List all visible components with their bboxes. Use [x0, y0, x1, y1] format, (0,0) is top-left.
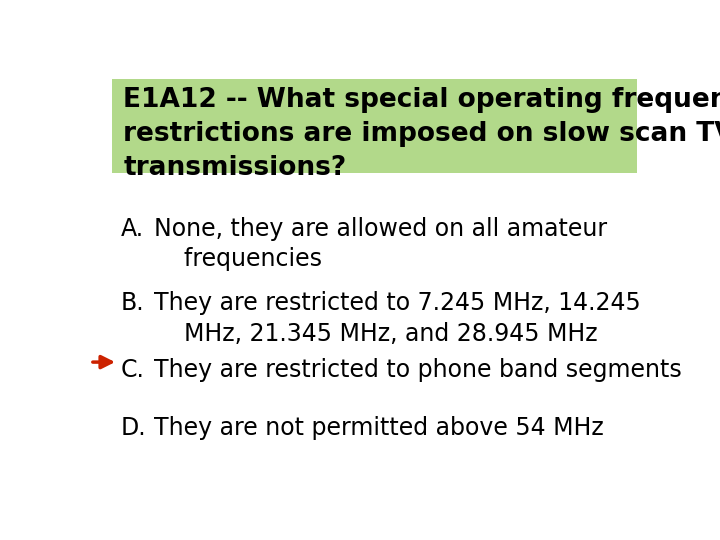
- Text: They are not permitted above 54 MHz: They are not permitted above 54 MHz: [154, 416, 604, 440]
- Text: B.: B.: [121, 292, 144, 315]
- Text: They are restricted to phone band segments: They are restricted to phone band segmen…: [154, 358, 682, 382]
- FancyBboxPatch shape: [112, 79, 637, 173]
- Text: D.: D.: [121, 416, 146, 440]
- Text: None, they are allowed on all amateur
    frequencies: None, they are allowed on all amateur fr…: [154, 217, 607, 271]
- Text: A.: A.: [121, 217, 144, 240]
- Text: C.: C.: [121, 358, 145, 382]
- Text: They are restricted to 7.245 MHz, 14.245
    MHz, 21.345 MHz, and 28.945 MHz: They are restricted to 7.245 MHz, 14.245…: [154, 292, 641, 346]
- Text: E1A12 -- What special operating frequency
restrictions are imposed on slow scan : E1A12 -- What special operating frequenc…: [124, 87, 720, 181]
